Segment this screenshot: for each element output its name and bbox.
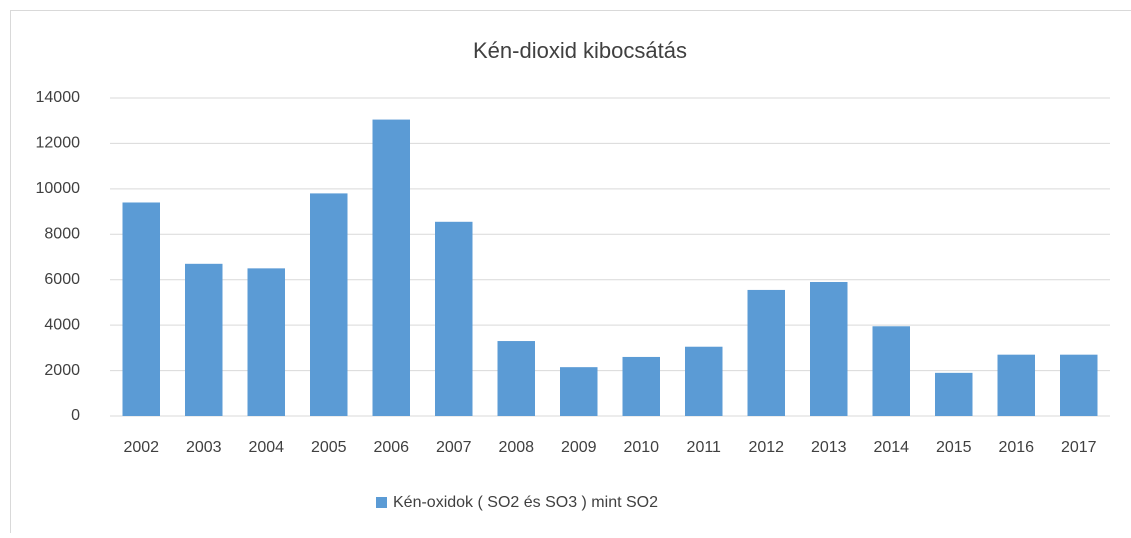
bar <box>435 222 473 416</box>
legend-swatch <box>376 497 387 508</box>
bar <box>560 367 598 416</box>
bar <box>935 373 973 416</box>
x-tick-label: 2006 <box>373 439 409 456</box>
x-tick-label: 2012 <box>748 439 784 456</box>
x-tick-label: 2003 <box>186 439 222 456</box>
y-tick-label: 14000 <box>36 89 81 106</box>
x-tick-label: 2007 <box>436 439 472 456</box>
bar <box>810 282 848 416</box>
x-tick-label: 2017 <box>1061 439 1097 456</box>
bar <box>185 264 223 416</box>
x-tick-label: 2011 <box>687 439 722 456</box>
bar <box>998 355 1036 416</box>
bar <box>623 357 661 416</box>
x-tick-label: 2014 <box>873 439 909 456</box>
bar <box>1060 355 1098 416</box>
bar <box>873 326 911 416</box>
x-tick-label: 2009 <box>561 439 597 456</box>
y-tick-label: 4000 <box>44 316 80 333</box>
bar <box>123 202 161 416</box>
x-tick-label: 2015 <box>936 439 972 456</box>
x-tick-label: 2008 <box>498 439 534 456</box>
x-tick-label: 2002 <box>123 439 159 456</box>
y-tick-label: 8000 <box>44 226 80 243</box>
y-tick-label: 12000 <box>36 135 81 152</box>
y-tick-label: 6000 <box>44 271 80 288</box>
x-tick-label: 2013 <box>811 439 847 456</box>
legend-label: Kén-oxidok ( SO2 és SO3 ) mint SO2 <box>393 494 658 511</box>
chart-title: Kén-dioxid kibocsátás <box>473 38 687 63</box>
x-tick-label: 2005 <box>311 439 347 456</box>
bar <box>248 268 286 416</box>
bar <box>748 290 786 416</box>
x-tick-label: 2016 <box>998 439 1034 456</box>
bar <box>310 193 348 416</box>
y-tick-label: 10000 <box>36 180 81 197</box>
bar <box>373 120 411 416</box>
x-tick-label: 2004 <box>248 439 284 456</box>
bar <box>498 341 536 416</box>
x-tick-label: 2010 <box>623 439 659 456</box>
y-tick-label: 2000 <box>44 362 80 379</box>
bar <box>685 347 723 416</box>
y-tick-label: 0 <box>71 407 80 424</box>
